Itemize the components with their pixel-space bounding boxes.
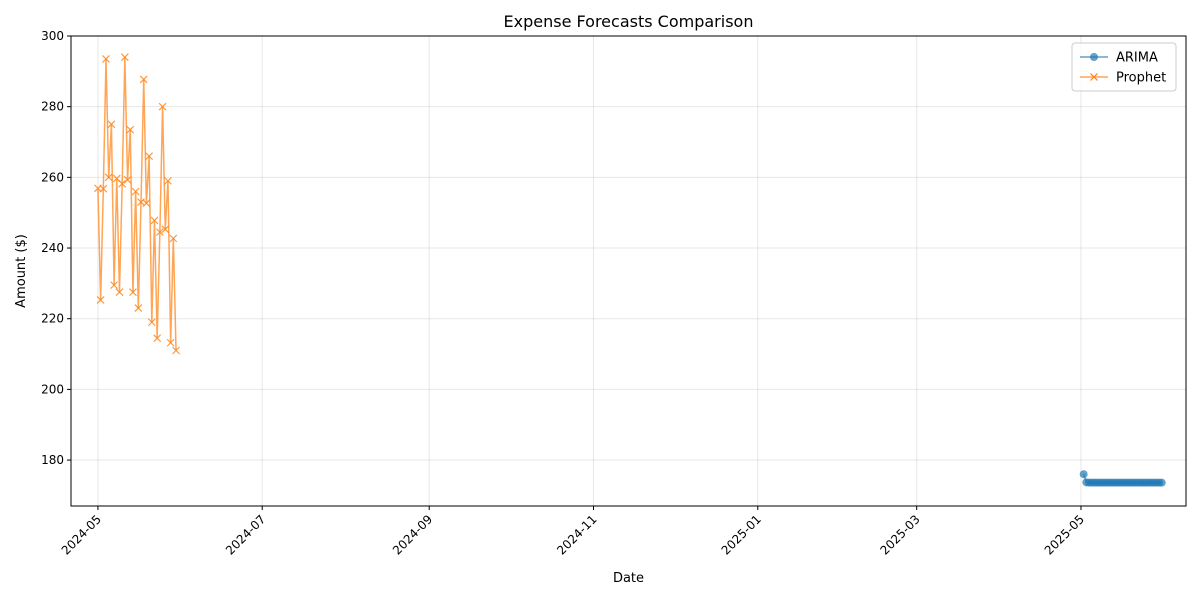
y-tick-label: 220 [41,312,64,326]
data-point [1079,470,1088,479]
data-point [110,281,119,290]
legend-marker [1090,73,1098,81]
data-point [147,318,156,327]
data-point [131,187,140,196]
data-point [161,225,170,234]
data-point [164,176,172,185]
data-point [172,346,180,355]
data-point [123,175,132,184]
data-point [129,288,137,297]
data-point [126,125,135,134]
series-arima [1079,470,1166,487]
data-point [120,53,129,62]
data-point [153,334,162,343]
y-tick-label: 240 [41,241,64,255]
data-point [155,228,164,237]
legend-box [1071,42,1177,92]
legend-marker [1090,53,1098,61]
data-point [134,304,143,313]
legend-item-prophet: Prophet [1080,71,1166,86]
plot-area-frame [70,35,1187,507]
data-point [145,152,154,161]
data-point [139,75,148,84]
y-axis-label: Amount ($) [14,234,29,308]
legend-label: Prophet [1116,71,1166,86]
data-point [107,120,116,129]
chart-legend: ARIMA Prophet [1071,42,1177,92]
data-point [166,338,175,347]
y-tick-label: 200 [41,382,64,396]
data-point [150,216,159,225]
chart-title: Expense Forecasts Comparison [504,12,754,31]
series-prophet [94,53,180,355]
y-tick-label: 280 [41,100,64,114]
legend-item-arima: ARIMA [1080,51,1158,66]
data-point [115,288,124,297]
y-tick-label: 300 [41,29,64,43]
data-point [118,179,127,188]
data-point [169,234,178,243]
x-axis-label: Date [613,571,644,586]
data-point [102,55,110,63]
series-line [97,56,177,351]
data-point [96,296,105,304]
data-point [99,184,108,193]
data-point [142,199,151,208]
data-point [1157,478,1166,487]
legend-label: ARIMA [1116,51,1158,66]
y-tick-label: 180 [41,453,64,467]
data-point [104,173,113,182]
y-tick-label: 260 [41,170,64,184]
data-point [158,102,167,111]
plot-series [94,53,1166,487]
